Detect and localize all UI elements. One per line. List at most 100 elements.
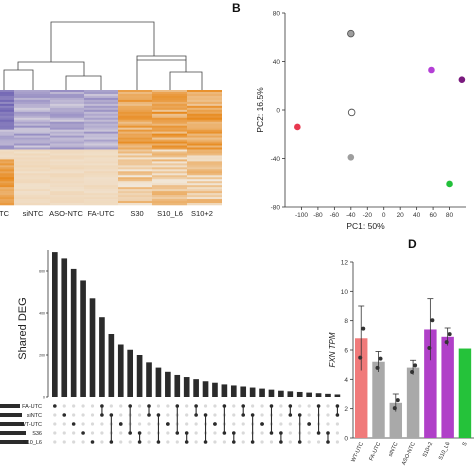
heatmap-cell	[84, 145, 118, 148]
heatmap-cell	[152, 145, 187, 148]
upset-matrix-dot	[307, 413, 311, 417]
heatmap-cell	[14, 135, 50, 138]
upset-matrix-dot	[260, 404, 264, 408]
upset-active-dot	[118, 422, 123, 426]
heatmap-cell	[187, 95, 222, 99]
heatmap-panel: TC siNTC ASO-NTC FA-UTC S30 S10_L6 S10+2	[0, 21, 222, 218]
upset-matrix-dot	[72, 431, 76, 435]
heatmap-cell	[187, 103, 222, 107]
heatmap-cell	[187, 99, 222, 103]
heatmap-cell	[0, 143, 14, 146]
heatmap-cell	[14, 99, 50, 103]
heatmap-cell	[152, 119, 187, 123]
heatmap-cell	[0, 139, 14, 142]
fxn-replicate-point	[361, 326, 366, 331]
fxn-y-tick-label: 6	[344, 348, 348, 355]
heatmap-cell	[118, 137, 152, 140]
upset-matrix-dot	[72, 404, 76, 408]
heatmap-cell	[187, 165, 222, 168]
heatmap-cell	[0, 175, 14, 178]
heatmap-cell	[118, 191, 152, 194]
upset-matrix-dot	[81, 422, 85, 426]
upset-matrix-dot	[288, 422, 292, 426]
upset-bar	[174, 374, 181, 397]
pca-point	[347, 108, 356, 117]
pca-x-tick-label: 20	[397, 212, 405, 219]
heatmap-cell	[187, 193, 222, 196]
heatmap-cell	[187, 149, 222, 152]
upset-bar	[61, 258, 68, 397]
heatmap-cell	[50, 151, 84, 154]
heatmap-cell	[50, 191, 84, 194]
heatmap-cell	[0, 159, 14, 162]
upset-matrix-dot	[72, 413, 76, 417]
heatmap-cell	[14, 203, 50, 206]
heatmap-cell	[14, 155, 50, 158]
upset-matrix-dot	[260, 440, 264, 444]
heatmap-cell	[152, 137, 187, 140]
heatmap-cell	[118, 91, 152, 95]
heatmap-cell	[118, 161, 152, 164]
heatmap-cell	[152, 147, 187, 150]
heatmap-cell	[50, 169, 84, 172]
heatmap-cell	[0, 117, 14, 121]
upset-active-dot	[194, 413, 198, 417]
heatmap-cell	[118, 113, 152, 117]
upset-y-tick-label: 400	[39, 312, 45, 316]
heatmap-cell	[14, 175, 50, 178]
fxn-y-tick-label: 12	[341, 260, 349, 267]
heatmap-cell	[187, 195, 222, 198]
heatmap-cell	[118, 95, 152, 99]
upset-matrix-dot	[194, 422, 198, 426]
upset-active-dot	[137, 440, 142, 444]
heatmap-cell	[50, 101, 84, 105]
upset-matrix-dot	[279, 404, 283, 408]
upset-matrix-dot	[241, 431, 245, 435]
heatmap-cell	[152, 105, 187, 109]
upset-matrix-dot	[335, 431, 340, 435]
heatmap-cell	[84, 109, 118, 113]
heatmap-cell	[50, 177, 84, 180]
heatmap-cell	[0, 203, 14, 206]
heatmap-cell	[118, 147, 152, 150]
upset-active-dot	[222, 431, 227, 435]
heatmap-cell	[118, 199, 152, 202]
upset-bar	[183, 377, 190, 397]
heatmap-cell	[187, 113, 222, 117]
heatmap-cell	[84, 139, 118, 142]
heatmap-cell	[14, 127, 50, 130]
heatmap-cell	[0, 173, 14, 176]
upset-matrix-dot	[166, 440, 170, 444]
heatmap-cell	[14, 139, 50, 142]
upset-bar	[136, 355, 143, 397]
upset-matrix-dot	[119, 431, 123, 435]
upset-matrix-dot	[53, 422, 57, 426]
heatmap-cell	[14, 109, 50, 113]
heatmap-cell	[152, 185, 187, 188]
upset-matrix-dot	[147, 422, 151, 426]
upset-matrix-dot	[279, 422, 283, 426]
heatmap-cell	[118, 101, 152, 105]
heatmap-cell	[84, 203, 118, 206]
heatmap-cell	[187, 127, 222, 130]
upset-matrix-dot	[316, 440, 321, 444]
dendrogram-branch	[3, 69, 34, 90]
heatmap-cell	[118, 121, 152, 124]
heatmap-cell	[187, 153, 222, 156]
upset-matrix-dot	[81, 440, 85, 444]
heatmap-cell	[118, 177, 152, 180]
heatmap-cell	[0, 99, 14, 103]
heatmap-cell	[84, 201, 118, 204]
heatmap-cell	[118, 115, 152, 119]
heatmap-cell	[0, 127, 14, 130]
heatmap-cell	[84, 163, 118, 166]
heatmap-cell	[118, 159, 152, 162]
pca-y-tick-label: 40	[273, 59, 281, 66]
heatmap-cell	[14, 93, 50, 97]
heatmap-cell	[118, 145, 152, 148]
heatmap-cell	[152, 169, 187, 172]
heatmap-cell	[187, 161, 222, 164]
upset-active-dot	[279, 440, 283, 444]
heatmap-cell	[14, 131, 50, 134]
fxn-replicate-point	[410, 370, 415, 374]
